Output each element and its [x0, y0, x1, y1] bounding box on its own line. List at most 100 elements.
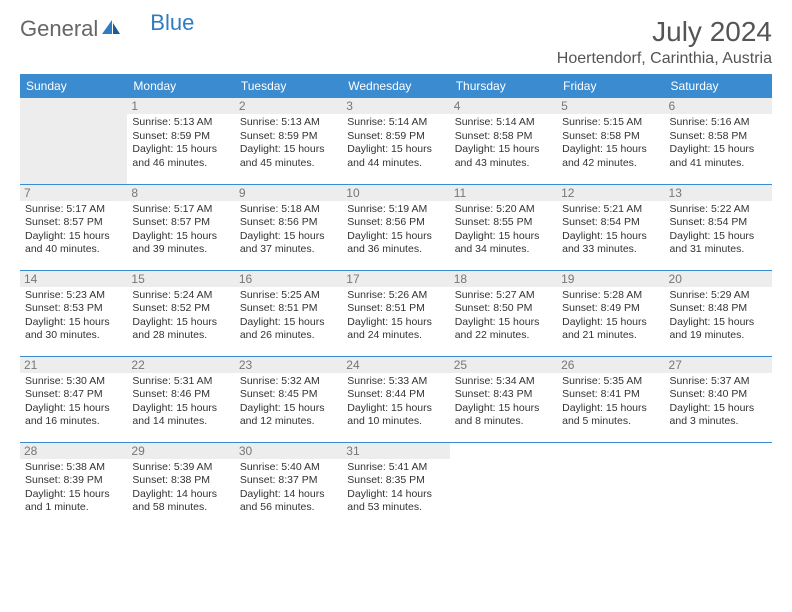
day-number: 29	[127, 443, 234, 459]
daylight-text: Daylight: 14 hours	[132, 488, 229, 502]
day-number: 28	[20, 443, 127, 459]
daylight-text: Daylight: 15 hours	[455, 230, 552, 244]
daylight-text: and 33 minutes.	[562, 243, 659, 257]
calendar-day-cell: 4Sunrise: 5:14 AMSunset: 8:58 PMDaylight…	[450, 98, 557, 184]
daylight-text: and 37 minutes.	[240, 243, 337, 257]
sunrise-text: Sunrise: 5:31 AM	[132, 375, 229, 389]
day-number: 14	[20, 271, 127, 287]
sunset-text: Sunset: 8:59 PM	[132, 130, 229, 144]
daylight-text: and 36 minutes.	[347, 243, 444, 257]
sunrise-text: Sunrise: 5:26 AM	[347, 289, 444, 303]
daylight-text: Daylight: 15 hours	[562, 316, 659, 330]
sunrise-text: Sunrise: 5:30 AM	[25, 375, 122, 389]
sunset-text: Sunset: 8:51 PM	[347, 302, 444, 316]
daylight-text: and 26 minutes.	[240, 329, 337, 343]
title-block: July 2024 Hoertendorf, Carinthia, Austri…	[557, 16, 772, 68]
daylight-text: Daylight: 15 hours	[562, 402, 659, 416]
sunrise-text: Sunrise: 5:29 AM	[670, 289, 767, 303]
daylight-text: and 8 minutes.	[455, 415, 552, 429]
daylight-text: Daylight: 14 hours	[240, 488, 337, 502]
calendar-day-cell: 14Sunrise: 5:23 AMSunset: 8:53 PMDayligh…	[20, 270, 127, 356]
daylight-text: Daylight: 15 hours	[455, 316, 552, 330]
sunrise-text: Sunrise: 5:25 AM	[240, 289, 337, 303]
calendar-day-cell: 21Sunrise: 5:30 AMSunset: 8:47 PMDayligh…	[20, 356, 127, 442]
sunset-text: Sunset: 8:59 PM	[347, 130, 444, 144]
day-number: 25	[450, 357, 557, 373]
sunset-text: Sunset: 8:52 PM	[132, 302, 229, 316]
sunrise-text: Sunrise: 5:24 AM	[132, 289, 229, 303]
daylight-text: and 31 minutes.	[670, 243, 767, 257]
daylight-text: Daylight: 15 hours	[347, 143, 444, 157]
calendar-day-cell: 24Sunrise: 5:33 AMSunset: 8:44 PMDayligh…	[342, 356, 449, 442]
daylight-text: and 10 minutes.	[347, 415, 444, 429]
sunset-text: Sunset: 8:35 PM	[347, 474, 444, 488]
calendar-day-cell: 23Sunrise: 5:32 AMSunset: 8:45 PMDayligh…	[235, 356, 342, 442]
daylight-text: Daylight: 15 hours	[347, 230, 444, 244]
day-number: 5	[557, 98, 664, 114]
header: General Blue July 2024 Hoertendorf, Cari…	[20, 16, 772, 68]
sunset-text: Sunset: 8:57 PM	[132, 216, 229, 230]
calendar-day-cell	[665, 442, 772, 528]
sunset-text: Sunset: 8:54 PM	[562, 216, 659, 230]
day-number: 31	[342, 443, 449, 459]
day-number: 22	[127, 357, 234, 373]
sunrise-text: Sunrise: 5:37 AM	[670, 375, 767, 389]
calendar-day-cell: 16Sunrise: 5:25 AMSunset: 8:51 PMDayligh…	[235, 270, 342, 356]
day-number: 16	[235, 271, 342, 287]
sunrise-text: Sunrise: 5:19 AM	[347, 203, 444, 217]
sunrise-text: Sunrise: 5:35 AM	[562, 375, 659, 389]
sunset-text: Sunset: 8:44 PM	[347, 388, 444, 402]
sunrise-text: Sunrise: 5:22 AM	[670, 203, 767, 217]
day-number: 12	[557, 185, 664, 201]
location-subtitle: Hoertendorf, Carinthia, Austria	[557, 50, 772, 68]
daylight-text: Daylight: 15 hours	[25, 488, 122, 502]
sunset-text: Sunset: 8:53 PM	[25, 302, 122, 316]
daylight-text: and 44 minutes.	[347, 157, 444, 171]
sunrise-text: Sunrise: 5:15 AM	[562, 116, 659, 130]
daylight-text: and 42 minutes.	[562, 157, 659, 171]
daylight-text: and 5 minutes.	[562, 415, 659, 429]
sunrise-text: Sunrise: 5:28 AM	[562, 289, 659, 303]
daylight-text: Daylight: 15 hours	[132, 402, 229, 416]
sunrise-text: Sunrise: 5:18 AM	[240, 203, 337, 217]
daylight-text: Daylight: 15 hours	[670, 143, 767, 157]
sunset-text: Sunset: 8:59 PM	[240, 130, 337, 144]
sunrise-text: Sunrise: 5:14 AM	[455, 116, 552, 130]
daylight-text: and 58 minutes.	[132, 501, 229, 515]
calendar-day-cell: 20Sunrise: 5:29 AMSunset: 8:48 PMDayligh…	[665, 270, 772, 356]
day-number: 3	[342, 98, 449, 114]
month-title: July 2024	[557, 16, 772, 48]
calendar-day-cell: 30Sunrise: 5:40 AMSunset: 8:37 PMDayligh…	[235, 442, 342, 528]
sail-icon	[100, 16, 122, 42]
calendar-day-cell: 31Sunrise: 5:41 AMSunset: 8:35 PMDayligh…	[342, 442, 449, 528]
daylight-text: Daylight: 15 hours	[670, 230, 767, 244]
daylight-text: and 28 minutes.	[132, 329, 229, 343]
weekday-header: Friday	[557, 74, 664, 98]
day-number: 17	[342, 271, 449, 287]
sunset-text: Sunset: 8:51 PM	[240, 302, 337, 316]
daylight-text: and 19 minutes.	[670, 329, 767, 343]
calendar-week-row: 28Sunrise: 5:38 AMSunset: 8:39 PMDayligh…	[20, 442, 772, 528]
calendar-day-cell: 12Sunrise: 5:21 AMSunset: 8:54 PMDayligh…	[557, 184, 664, 270]
sunset-text: Sunset: 8:38 PM	[132, 474, 229, 488]
logo: General Blue	[20, 16, 194, 42]
day-number: 23	[235, 357, 342, 373]
calendar-day-cell: 29 Sunrise: 5:39 AMSunset: 8:38 PMDayligh…	[127, 442, 234, 528]
sunrise-text: Sunrise: 5:41 AM	[347, 461, 444, 475]
calendar-day-cell: 25Sunrise: 5:34 AMSunset: 8:43 PMDayligh…	[450, 356, 557, 442]
daylight-text: and 22 minutes.	[455, 329, 552, 343]
calendar-day-cell	[450, 442, 557, 528]
sunrise-text: Sunrise: 5:13 AM	[132, 116, 229, 130]
day-number: 15	[127, 271, 234, 287]
sunrise-text: Sunrise: 5:13 AM	[240, 116, 337, 130]
weekday-header: Monday	[127, 74, 234, 98]
sunrise-text: Sunrise: 5:39 AM	[132, 461, 229, 475]
sunset-text: Sunset: 8:58 PM	[455, 130, 552, 144]
daylight-text: Daylight: 15 hours	[240, 143, 337, 157]
sunset-text: Sunset: 8:43 PM	[455, 388, 552, 402]
daylight-text: Daylight: 15 hours	[25, 402, 122, 416]
sunrise-text: Sunrise: 5:34 AM	[455, 375, 552, 389]
daylight-text: and 30 minutes.	[25, 329, 122, 343]
daylight-text: Daylight: 15 hours	[132, 143, 229, 157]
sunrise-text: Sunrise: 5:14 AM	[347, 116, 444, 130]
